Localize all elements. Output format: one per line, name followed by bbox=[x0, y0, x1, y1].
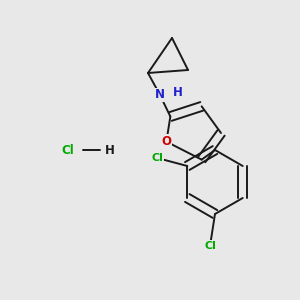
Text: N: N bbox=[155, 88, 165, 101]
Text: Cl: Cl bbox=[204, 241, 216, 251]
Text: H: H bbox=[173, 86, 183, 100]
Text: H: H bbox=[105, 143, 115, 157]
Text: Cl: Cl bbox=[61, 143, 74, 157]
Text: Cl: Cl bbox=[151, 153, 163, 163]
Text: O: O bbox=[161, 135, 171, 148]
